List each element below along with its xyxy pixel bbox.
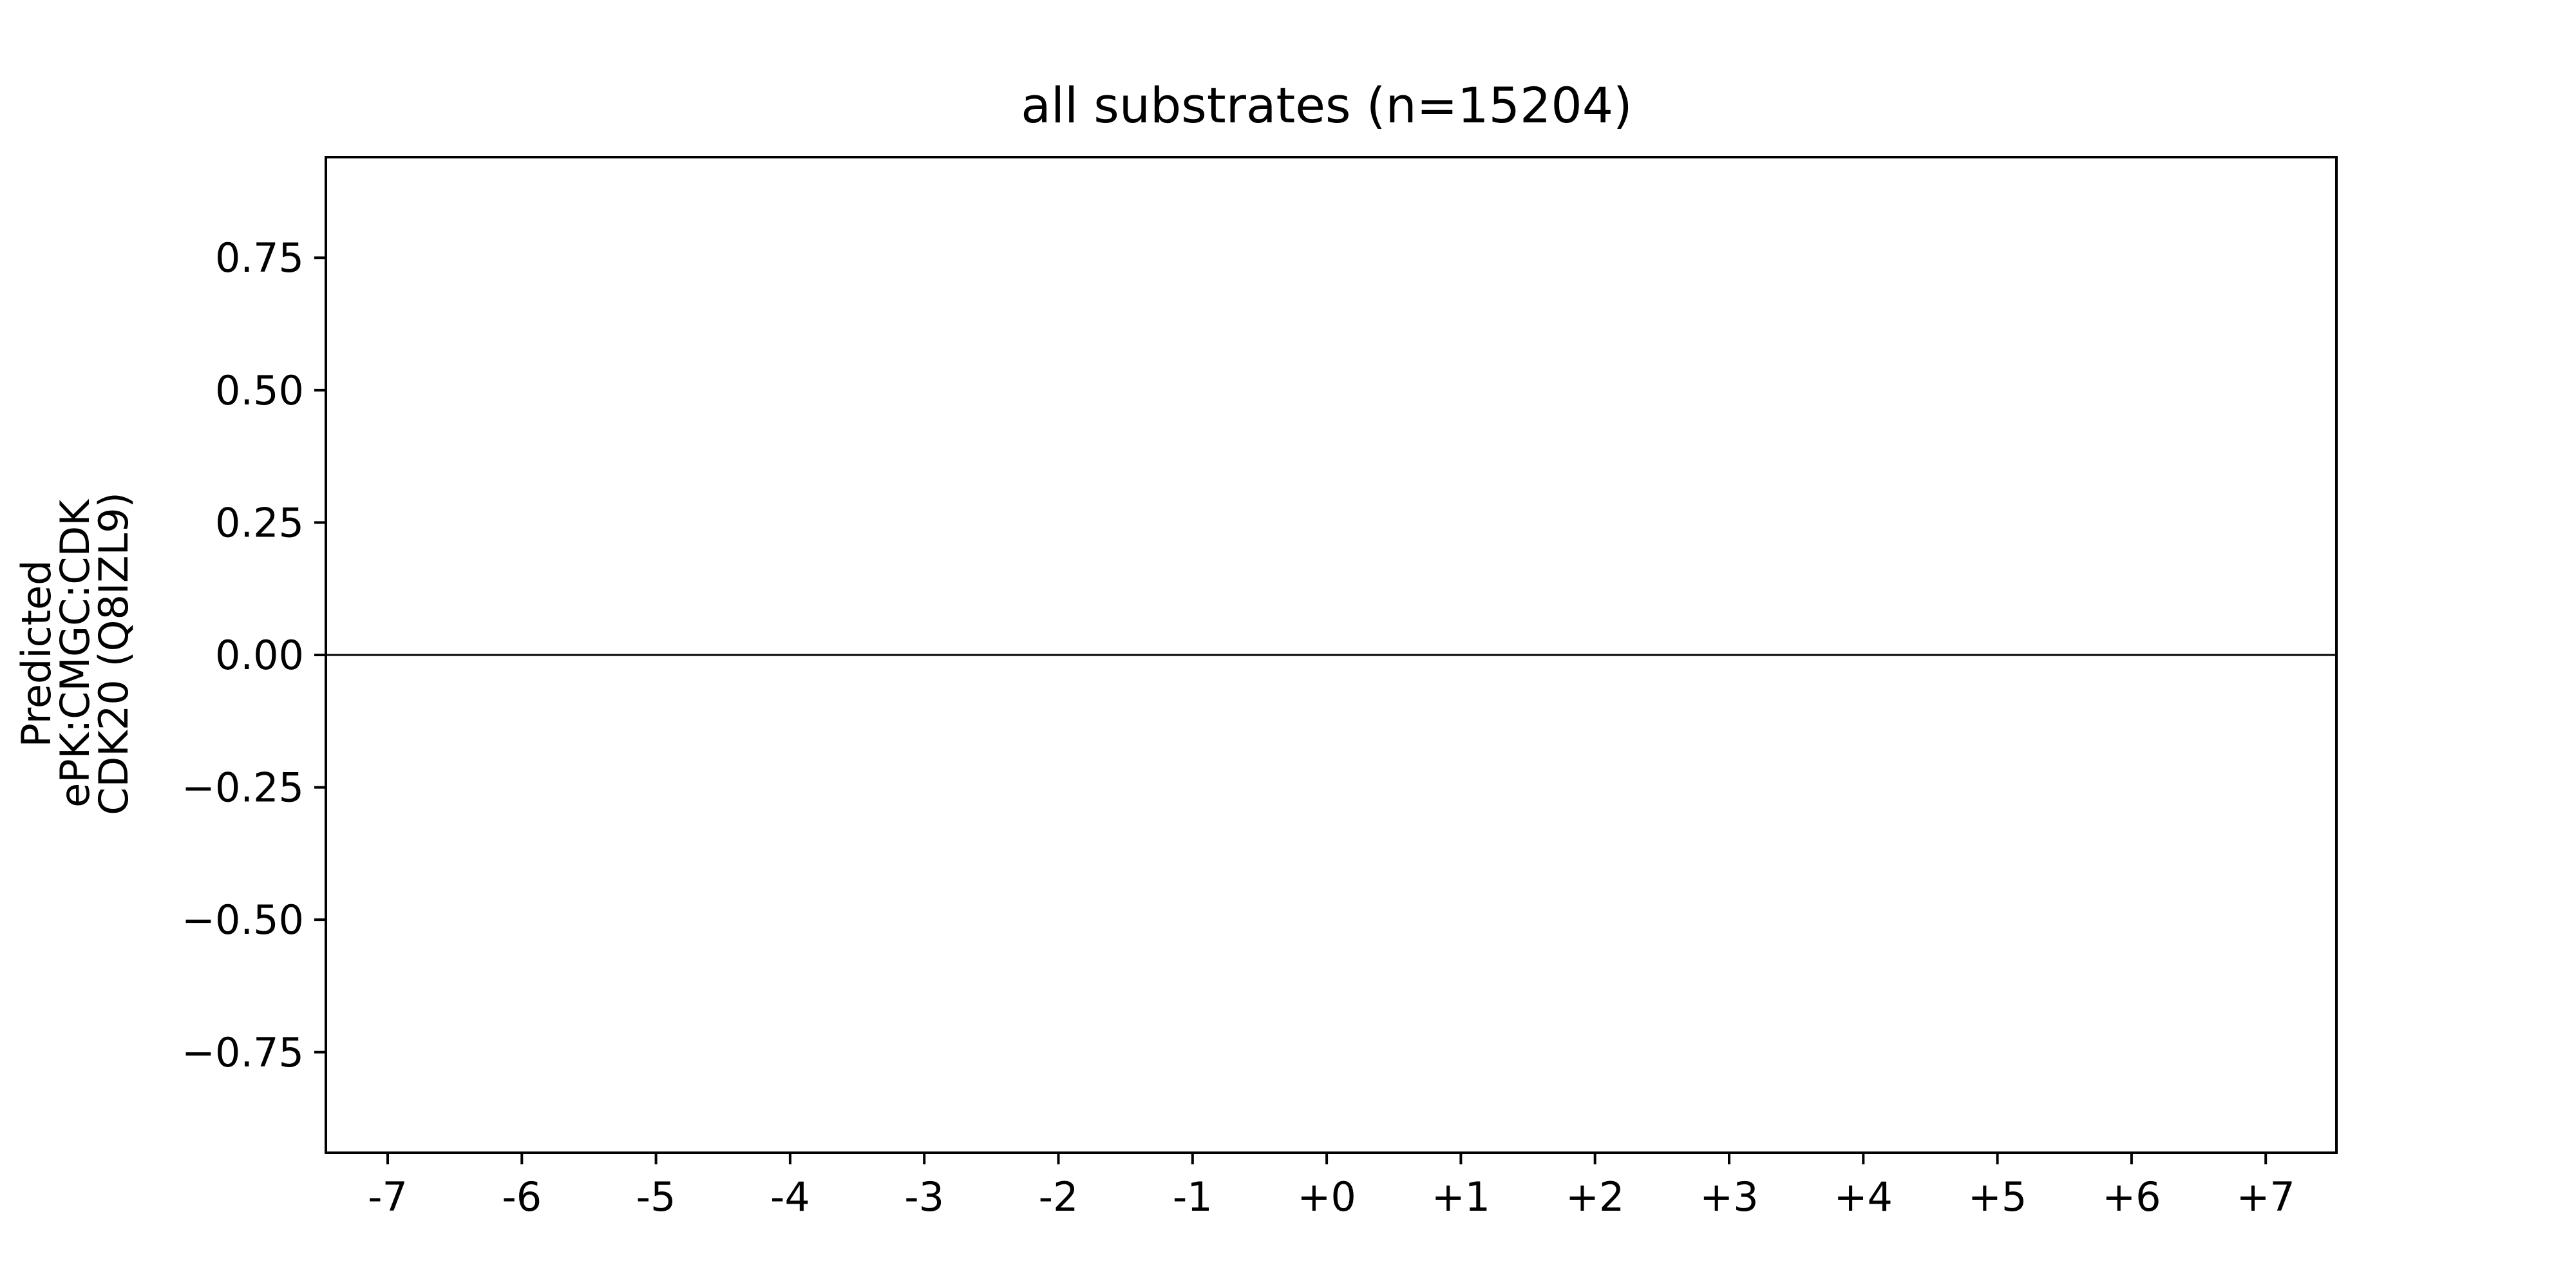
x-tick-label: +2 <box>1566 1173 1624 1220</box>
x-tick-label: -6 <box>502 1173 542 1220</box>
x-tick-label: -4 <box>770 1173 810 1220</box>
y-axis-label-line-3: CDK20 (Q8IZL9) <box>90 492 137 815</box>
y-tick-label: −0.50 <box>182 896 304 943</box>
chart-title: all substrates (n=15204) <box>1021 77 1632 134</box>
x-tick-label: -5 <box>636 1173 676 1220</box>
x-tick-label: -1 <box>1173 1173 1213 1220</box>
y-tick-label: 0.50 <box>215 367 304 414</box>
x-tick-label: +3 <box>1700 1173 1758 1220</box>
x-tick-label: -3 <box>904 1173 944 1220</box>
y-tick-label: 0.75 <box>215 234 304 281</box>
x-tick-label: -7 <box>368 1173 408 1220</box>
x-tick-label: +7 <box>2236 1173 2295 1220</box>
y-tick-label: 0.25 <box>215 499 304 546</box>
x-tick-label: +1 <box>1432 1173 1490 1220</box>
y-tick-label: −0.75 <box>182 1029 304 1076</box>
x-tick-label: -2 <box>1039 1173 1079 1220</box>
x-tick-label: +0 <box>1297 1173 1356 1220</box>
y-tick-label: 0.00 <box>215 632 304 679</box>
y-tick-label: −0.25 <box>182 764 304 811</box>
x-tick-label: +6 <box>2102 1173 2161 1220</box>
x-tick-label: +4 <box>1834 1173 1893 1220</box>
x-tick-label: +5 <box>1968 1173 2027 1220</box>
